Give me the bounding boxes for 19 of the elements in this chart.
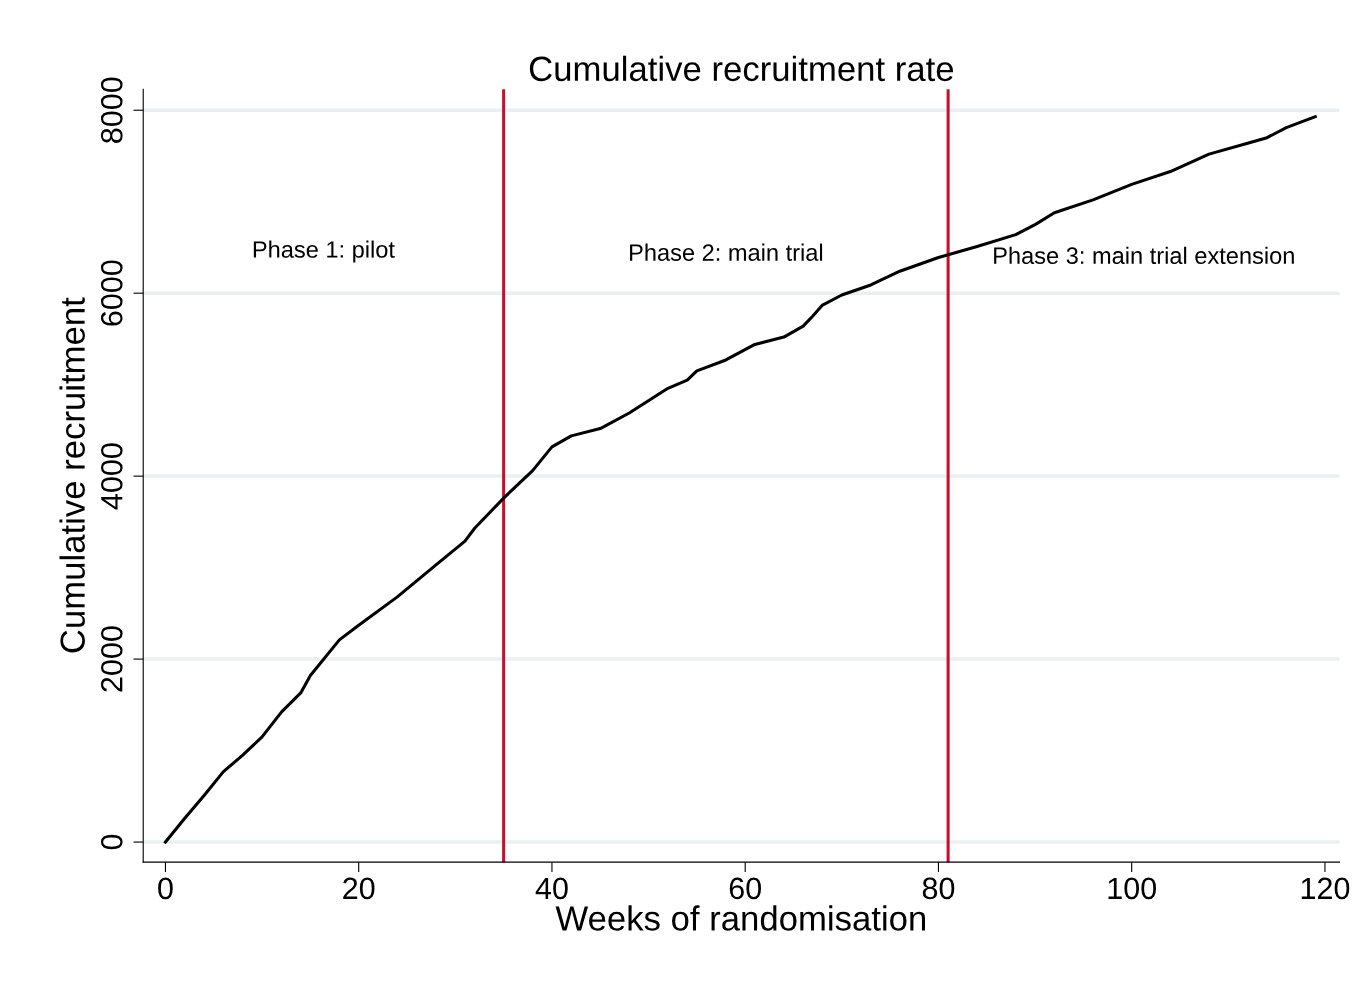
line-series — [163, 115, 1317, 844]
y-tick-label: 8000 — [100, 77, 123, 143]
x-tick-label: 20 — [343, 877, 375, 900]
x-tick-label: 100 — [1108, 877, 1156, 900]
y-axis-title: Cumulative recruitment — [59, 297, 85, 653]
x-axis-title: Weeks of randomisation — [555, 905, 926, 931]
x-tick-label: 80 — [922, 877, 955, 900]
x-tick-label: 120 — [1301, 877, 1350, 900]
y-tick-label: 0 — [100, 834, 123, 850]
x-tick-label: 0 — [158, 877, 173, 900]
y-tick-label: 2000 — [100, 626, 123, 692]
x-tick-label: 60 — [729, 877, 761, 900]
chart-title: Cumulative recruitment rate — [529, 55, 954, 82]
annotation: Phase 1: pilot — [253, 240, 395, 263]
y-tick-label: 4000 — [100, 443, 123, 510]
y-tick-label: 6000 — [100, 260, 123, 326]
annotation: Phase 2: main trial — [630, 243, 823, 261]
annotation: Phase 3: main trial extension — [994, 246, 1294, 265]
x-tick-label: 40 — [535, 877, 568, 900]
